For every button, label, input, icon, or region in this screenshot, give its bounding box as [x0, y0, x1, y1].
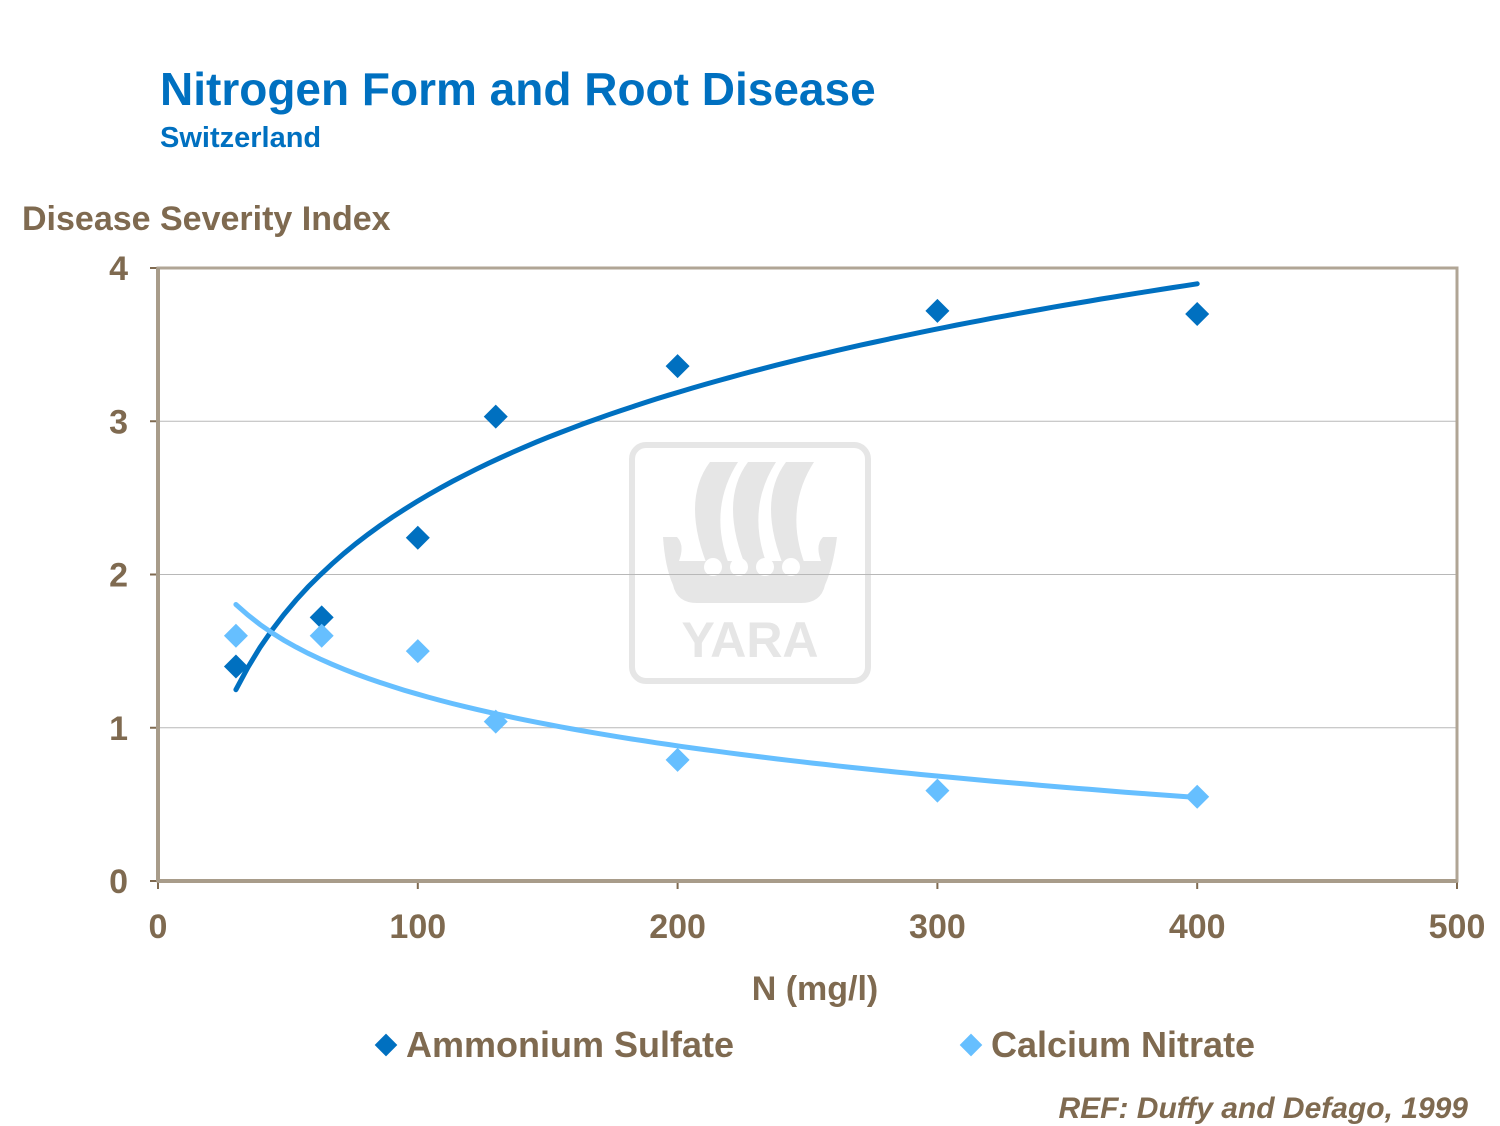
x-tick-label: 300: [909, 908, 966, 946]
x-tick-label: 0: [149, 908, 168, 946]
data-point-ammonium-sulfate: [1185, 301, 1210, 326]
legend-item-ammonium-sulfate: Ammonium Sulfate: [374, 1024, 735, 1066]
data-point-ammonium-sulfate: [925, 298, 950, 323]
y-axis-label: Disease Severity Index: [22, 200, 391, 238]
trendline-calcium-nitrate: [233, 602, 1200, 800]
diamond-marker-icon: [374, 1033, 398, 1057]
legend-label: Calcium Nitrate: [991, 1024, 1256, 1065]
data-point-calcium-nitrate: [309, 623, 334, 648]
x-axis-label: N (mg/l): [751, 970, 879, 1008]
chart-subtitle: Switzerland: [160, 122, 322, 154]
legend-item-calcium-nitrate: Calcium Nitrate: [959, 1024, 1256, 1066]
reference-note: REF: Duffy and Defago, 1999: [1058, 1092, 1468, 1125]
y-tick-label: 2: [109, 557, 128, 595]
y-tick-label: 0: [109, 863, 128, 901]
data-point-calcium-nitrate: [1185, 784, 1210, 809]
data-point-calcium-nitrate: [405, 639, 430, 664]
data-point-calcium-nitrate: [483, 709, 508, 734]
y-tick-label: 3: [109, 403, 128, 441]
x-tick-label: 100: [389, 908, 446, 946]
data-point-ammonium-sulfate: [405, 525, 430, 550]
trendline-ammonium-sulfate: [233, 281, 1200, 693]
diamond-marker-icon: [959, 1033, 983, 1057]
yara-watermark-logo: YARA: [629, 442, 871, 684]
x-tick-label: 400: [1169, 908, 1226, 946]
svg-text:YARA: YARA: [681, 612, 818, 668]
data-point-ammonium-sulfate: [309, 605, 334, 630]
chart-title: Nitrogen Form and Root Disease: [160, 63, 876, 115]
y-tick-label: 1: [109, 710, 128, 748]
legend-label: Ammonium Sulfate: [406, 1024, 735, 1065]
data-point-calcium-nitrate: [223, 623, 248, 648]
data-point-ammonium-sulfate: [483, 404, 508, 429]
y-tick-label: 4: [109, 250, 128, 288]
x-tick-label: 500: [1429, 908, 1486, 946]
x-tick-label: 200: [649, 908, 706, 946]
data-point-ammonium-sulfate: [665, 354, 690, 379]
data-point-calcium-nitrate: [925, 778, 950, 803]
data-point-calcium-nitrate: [665, 747, 690, 772]
data-point-ammonium-sulfate: [223, 654, 248, 679]
